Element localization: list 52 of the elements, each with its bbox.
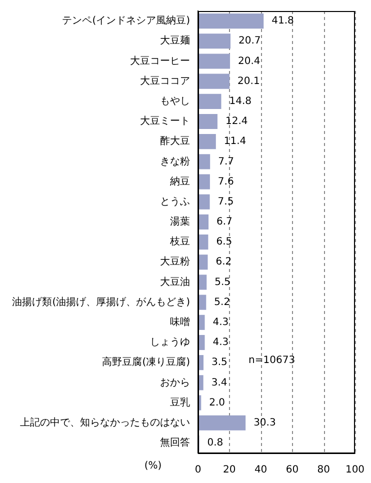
data-label: 3.5	[211, 357, 228, 368]
y-tick-label: 味噌	[170, 316, 190, 328]
x-tick-label: 40	[254, 464, 268, 476]
y-tick-label: 湯葉	[170, 216, 190, 228]
data-label: 3.4	[211, 377, 228, 388]
y-tick-label: 大豆粉	[160, 256, 190, 268]
data-label: 7.5	[218, 196, 234, 208]
x-tick-label: 80	[317, 464, 330, 476]
data-label: 20.4	[238, 56, 260, 67]
y-tick-label: もやし	[160, 96, 190, 108]
x-tick-label: 100	[345, 464, 365, 476]
y-tick-label: 大豆ココア	[140, 74, 190, 87]
y-tick-label: 枝豆	[169, 236, 190, 248]
annotation: n=10673	[248, 354, 296, 366]
data-label: 20.7	[238, 36, 261, 47]
data-label: 2.0	[209, 397, 226, 408]
y-tick-label: とうふ	[160, 196, 190, 208]
data-label: 41.8	[272, 16, 294, 27]
data-label: 7.6	[218, 176, 234, 188]
y-tick-label: テンペ(インドネシア風納豆)	[62, 14, 190, 27]
data-label: 0.8	[207, 438, 224, 449]
y-tick-label: 大豆麺	[160, 34, 190, 47]
data-label: 12.4	[225, 116, 248, 128]
y-tick-label: 油揚げ類(油揚げ、厚揚げ、がんもどき)	[12, 296, 190, 308]
y-tick-label: きな粉	[160, 155, 190, 168]
x-axis-title: (%)	[144, 460, 162, 472]
data-label: 14.8	[229, 96, 252, 108]
y-tick-label: 酢大豆	[160, 135, 190, 148]
y-tick-label: 大豆ミート	[140, 115, 190, 128]
y-tick-label: 大豆コーヒー	[130, 54, 190, 67]
data-label: 20.1	[238, 76, 260, 87]
y-tick-label: 無回答	[160, 436, 190, 449]
y-tick-label: 納豆	[170, 175, 190, 188]
data-label: 5.5	[214, 276, 231, 288]
y-tick-label: おから	[160, 377, 190, 388]
data-label: 11.4	[224, 136, 246, 148]
y-tick-label: しょうゆ	[150, 337, 190, 348]
x-tick-label: 60	[286, 464, 299, 476]
data-label: 30.3	[254, 417, 276, 428]
data-label: 5.2	[214, 296, 230, 308]
x-tick-label: 0	[194, 464, 202, 476]
x-tick-label: 20	[223, 464, 236, 476]
y-tick-label: 上記の中で、知らなかったものはない	[20, 416, 190, 428]
y-tick-label: 豆乳	[170, 396, 190, 408]
data-label: 4.3	[212, 317, 229, 328]
y-tick-label: 大豆油	[160, 276, 190, 288]
data-label: 6.5	[216, 236, 232, 248]
data-label: 6.2	[216, 256, 232, 268]
y-tick-label: 高野豆腐(凍り豆腐)	[102, 356, 190, 368]
data-label: 7.7	[218, 156, 234, 168]
data-label: 4.3	[212, 337, 229, 348]
data-label: 6.7	[216, 216, 232, 228]
